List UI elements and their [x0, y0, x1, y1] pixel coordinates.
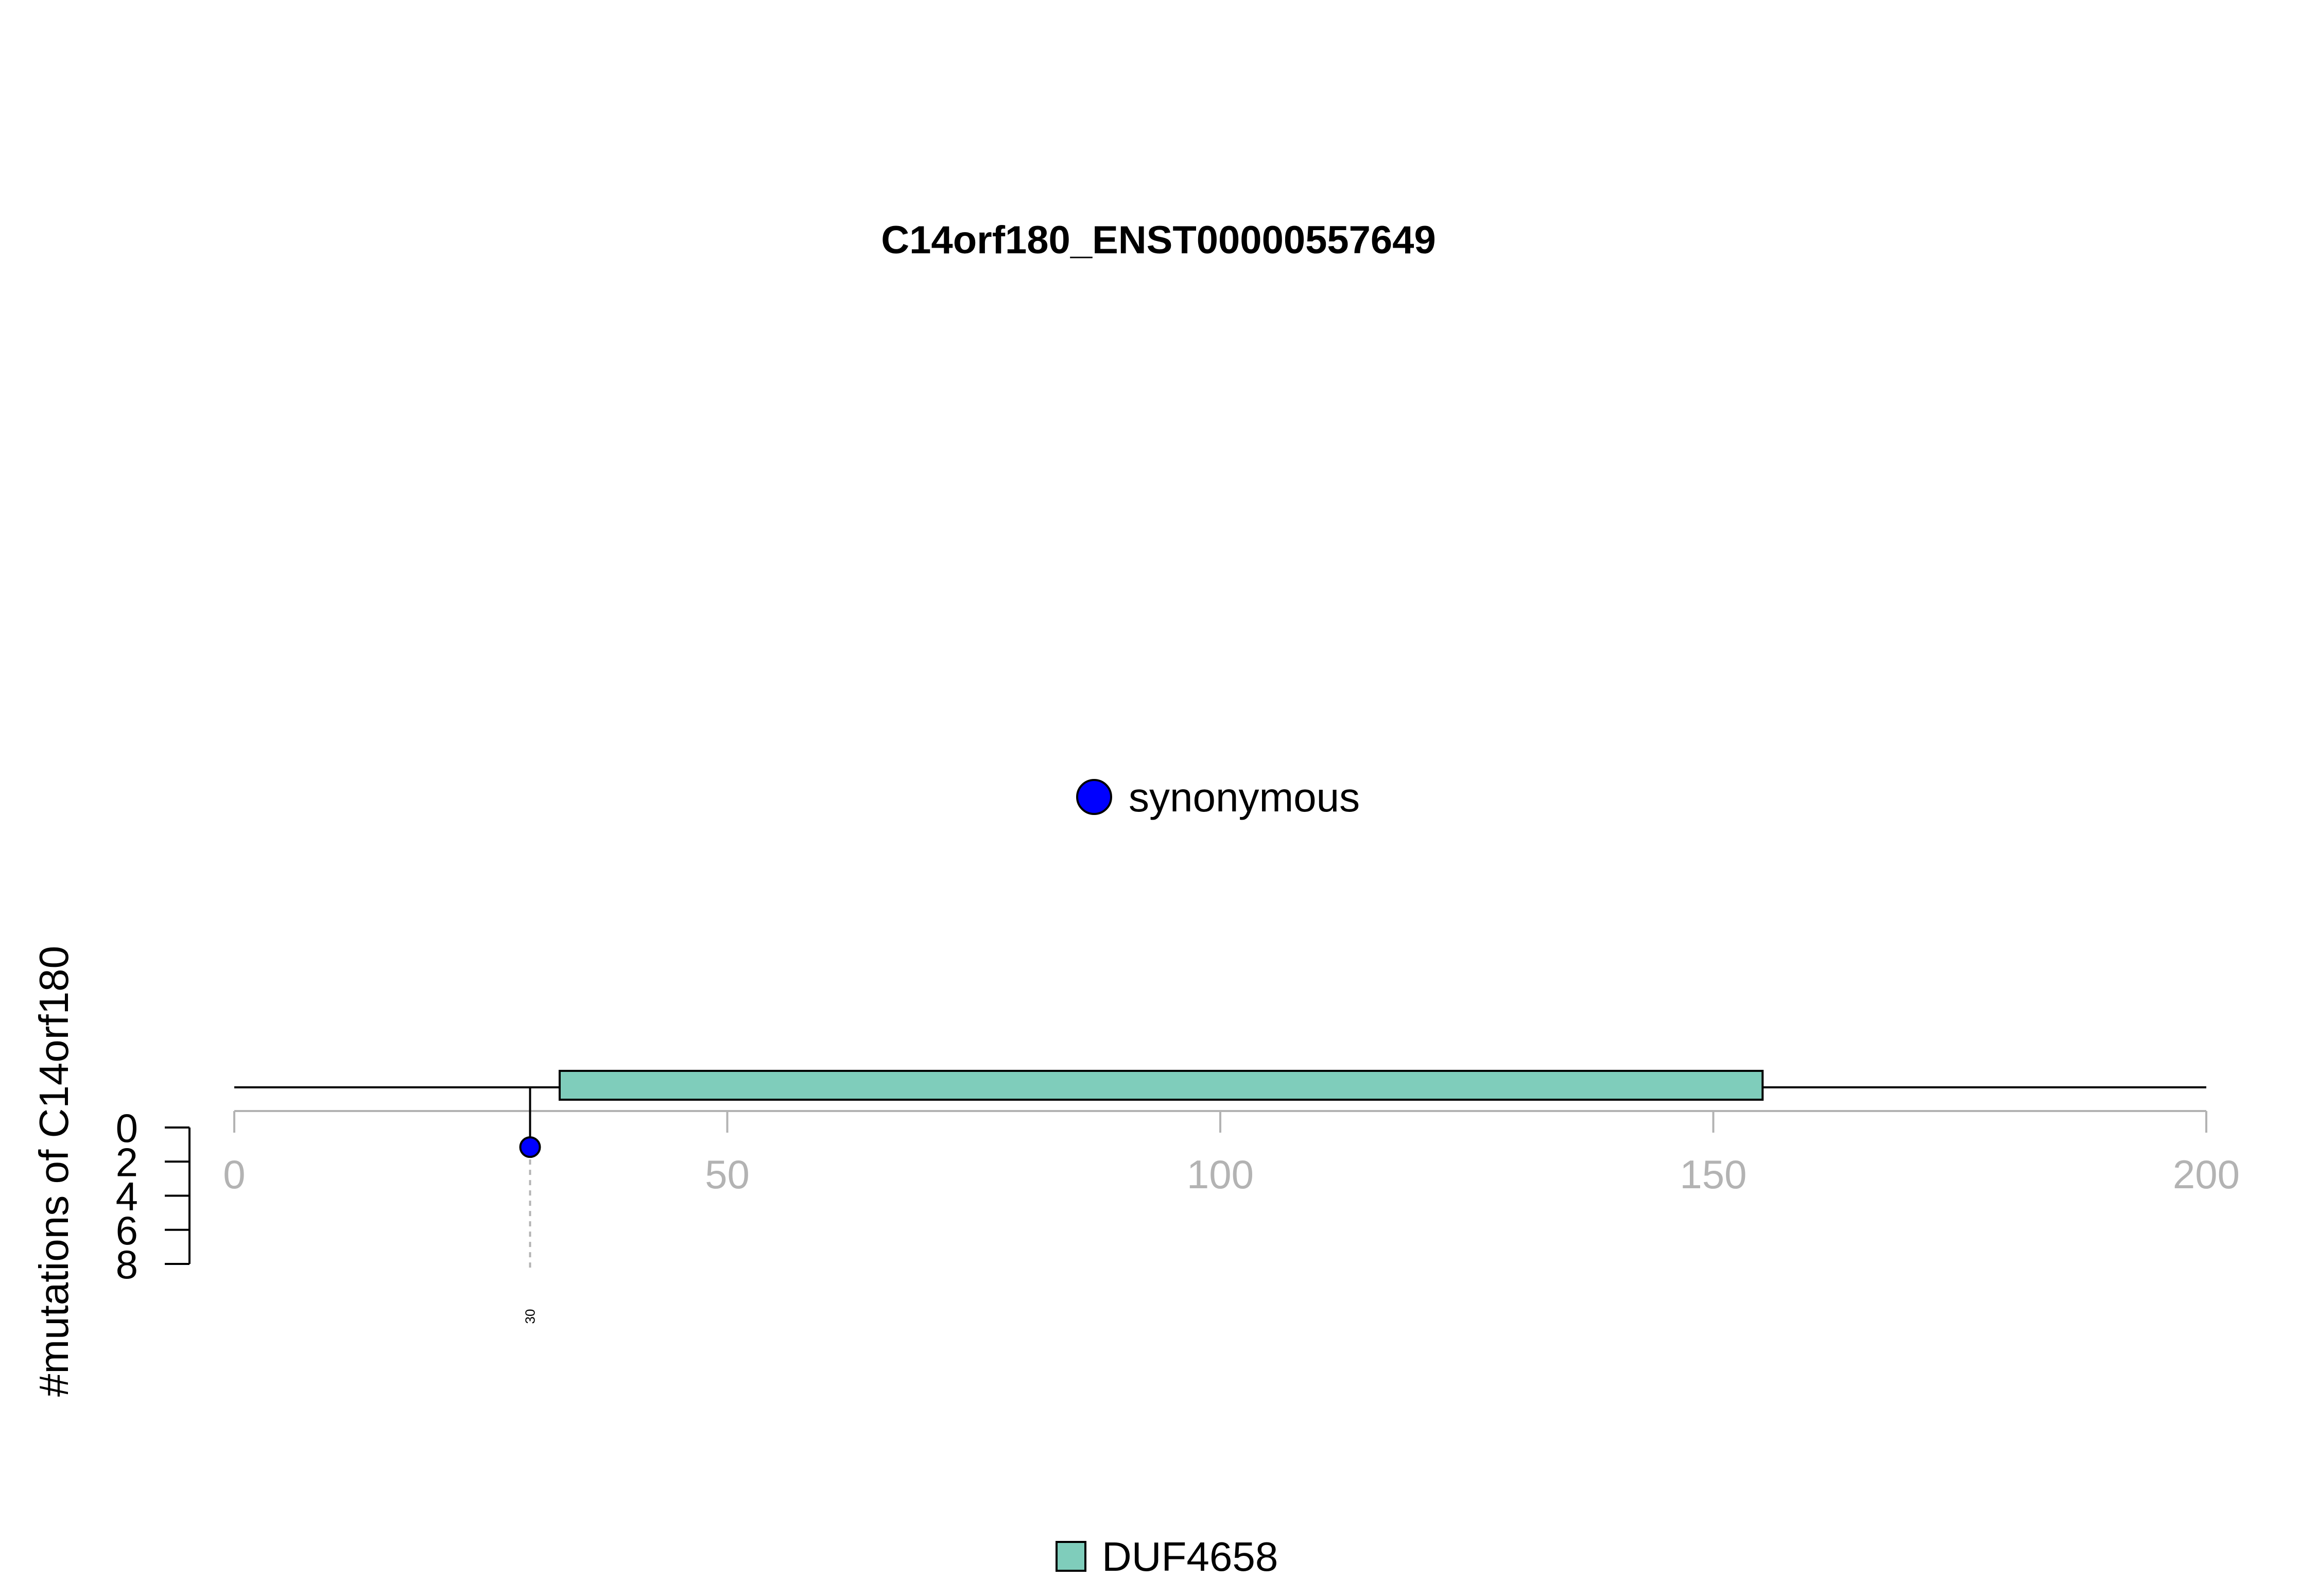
y-axis-label: #mutations of C14orf180 [31, 946, 77, 1397]
domain-DUF4658 [558, 1070, 1764, 1101]
x-tick-label-50: 50 [705, 1152, 750, 1197]
domain-track [558, 1070, 1764, 1101]
chart-title: C14orf180_ENST00000557649 [881, 218, 1436, 262]
legend-label-DUF4658: DUF4658 [1102, 1534, 1278, 1580]
x-tick-label-150: 150 [1680, 1152, 1747, 1197]
y-tick-label-0: 0 [116, 1105, 138, 1151]
domain-legend: DUF4658 [1056, 1534, 1278, 1580]
mutation-legend: synonymous [1076, 774, 1360, 820]
mutation-label-30: 30 [523, 1309, 538, 1324]
y-tick-label-4: 4 [116, 1174, 138, 1219]
legend-marker-DUF4658 [1056, 1541, 1086, 1572]
x-tick-label-200: 200 [2173, 1152, 2240, 1197]
mutation-point-30 [519, 1136, 541, 1158]
x-axis: 0 50 100 150 200 [223, 1110, 2240, 1197]
y-tick-label-2: 2 [116, 1139, 138, 1185]
y-tick-label-6: 6 [116, 1208, 138, 1253]
mutation-track: 30 [519, 1087, 541, 1324]
y-tick-label-8: 8 [116, 1242, 138, 1287]
x-tick-label-0: 0 [223, 1152, 245, 1197]
legend-marker-synonymous [1076, 779, 1112, 815]
legend-label-synonymous: synonymous [1129, 774, 1360, 820]
x-tick-label-100: 100 [1187, 1152, 1254, 1197]
